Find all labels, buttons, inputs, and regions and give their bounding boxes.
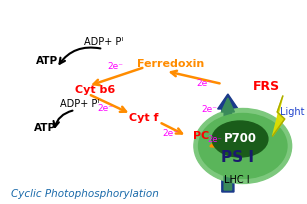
Polygon shape (273, 96, 285, 136)
Text: 2e⁻: 2e⁻ (196, 79, 212, 88)
Text: ATP: ATP (36, 56, 58, 66)
FancyArrow shape (221, 98, 235, 190)
Text: Light: Light (280, 107, 304, 117)
FancyArrow shape (218, 94, 238, 192)
Text: LHC I: LHC I (224, 175, 250, 185)
Text: PS I: PS I (221, 150, 254, 164)
Text: FRS: FRS (253, 80, 280, 92)
Text: Cyt f: Cyt f (129, 113, 159, 123)
Text: ADP+ Pᴵ: ADP+ Pᴵ (60, 99, 99, 109)
Text: Cyt b6: Cyt b6 (75, 85, 115, 95)
Ellipse shape (212, 121, 268, 157)
Text: ATP: ATP (34, 123, 56, 133)
Text: ADP+ Pᴵ: ADP+ Pᴵ (84, 37, 123, 47)
Text: 2e⁻: 2e⁻ (108, 62, 124, 71)
Text: 2e⁻: 2e⁻ (98, 104, 114, 113)
Ellipse shape (199, 113, 287, 178)
Text: 2e⁻: 2e⁻ (208, 135, 222, 144)
Text: P700: P700 (223, 133, 256, 145)
Text: Cyclic Photophosphorylation: Cyclic Photophosphorylation (11, 189, 158, 199)
Text: Ferredoxin: Ferredoxin (137, 59, 204, 69)
Text: PC: PC (192, 131, 209, 141)
Text: 2e⁻: 2e⁻ (163, 129, 179, 138)
Ellipse shape (194, 109, 292, 184)
Text: 2e⁻: 2e⁻ (201, 105, 217, 114)
